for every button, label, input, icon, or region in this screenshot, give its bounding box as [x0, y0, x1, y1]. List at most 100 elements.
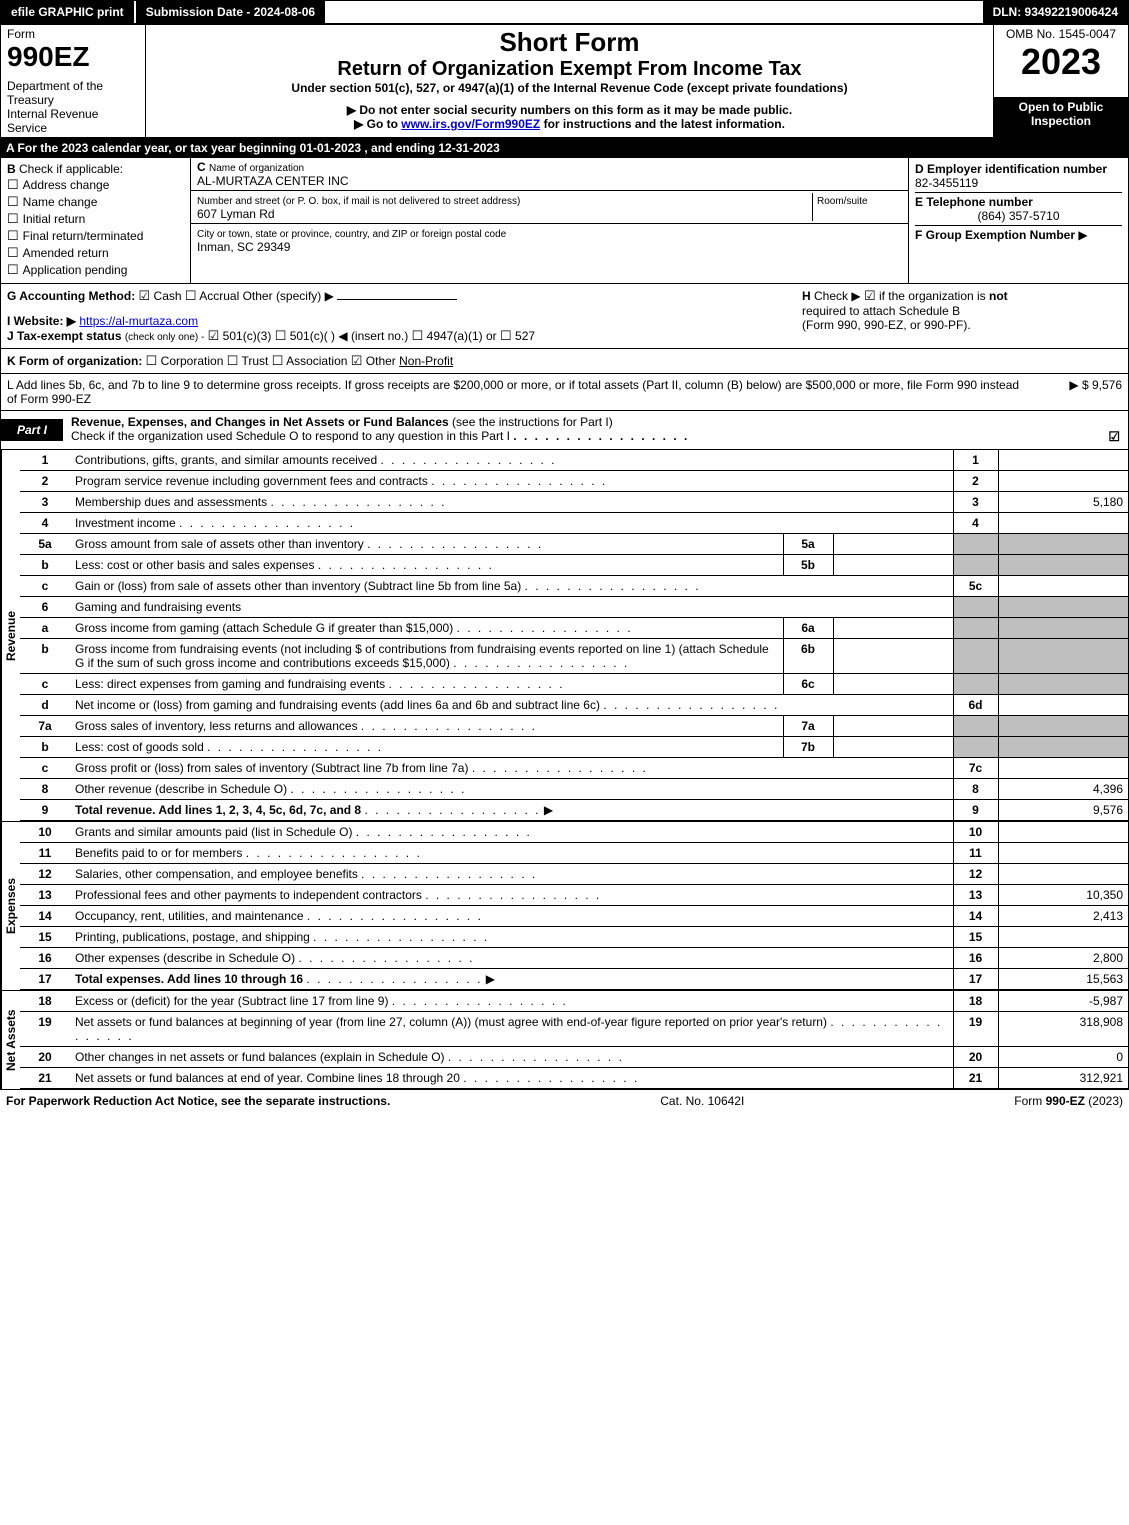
- row-val: [998, 513, 1128, 534]
- j-527: 527: [515, 329, 535, 343]
- table-row: 20Other changes in net assets or fund ba…: [20, 1047, 1128, 1068]
- opt-address[interactable]: Address change: [7, 177, 184, 193]
- sub2: ▶ Do not enter social security numbers o…: [152, 103, 987, 117]
- row-desc: Net assets or fund balances at end of ye…: [70, 1068, 953, 1089]
- table-row: cGross profit or (loss) from sales of in…: [20, 758, 1128, 779]
- open-inspection: Open to Public Inspection: [994, 97, 1129, 137]
- row-val: 312,921: [998, 1068, 1128, 1089]
- footer-right-bold: 990-EZ: [1046, 1094, 1085, 1108]
- opt-label: Final return/terminated: [23, 229, 144, 243]
- expenses-table: 10Grants and similar amounts paid (list …: [20, 822, 1128, 990]
- row-num: b: [20, 639, 70, 674]
- opt-initial[interactable]: Initial return: [7, 211, 184, 227]
- row-num: a: [20, 618, 70, 639]
- row-linenum-shade: [953, 639, 998, 674]
- part1-title: Revenue, Expenses, and Changes in Net As…: [63, 411, 1128, 449]
- netassets-label: Net Assets: [1, 991, 20, 1089]
- row-desc: Salaries, other compensation, and employ…: [70, 864, 953, 885]
- j-4947-check-icon[interactable]: [412, 329, 424, 343]
- row-val-shade: [998, 618, 1128, 639]
- dept2: Internal Revenue Service: [7, 107, 139, 135]
- row-val-shade: [998, 716, 1128, 737]
- dln: DLN: 93492219006424: [983, 1, 1128, 23]
- revenue-label: Revenue: [1, 450, 20, 821]
- row-num: 11: [20, 843, 70, 864]
- row-linenum: 15: [953, 927, 998, 948]
- table-row: dNet income or (loss) from gaming and fu…: [20, 695, 1128, 716]
- row-linenum: 7c: [953, 758, 998, 779]
- phone: (864) 357-5710: [915, 209, 1122, 223]
- row-val: [998, 576, 1128, 597]
- part1-header: Part I Revenue, Expenses, and Changes in…: [0, 411, 1129, 450]
- table-row: bLess: cost of goods sold 7b: [20, 737, 1128, 758]
- row-val: 0: [998, 1047, 1128, 1068]
- line-a: A For the 2023 calendar year, or tax yea…: [0, 138, 1129, 158]
- k-corp-icon[interactable]: [146, 354, 158, 368]
- k-label: K Form of organization:: [7, 354, 142, 368]
- row-num: 16: [20, 948, 70, 969]
- row-linenum: 18: [953, 991, 998, 1012]
- row-subnum: 6c: [783, 674, 833, 695]
- row-num: c: [20, 576, 70, 597]
- row-num: 8: [20, 779, 70, 800]
- table-row: 16Other expenses (describe in Schedule O…: [20, 948, 1128, 969]
- opt-label: Initial return: [23, 212, 86, 226]
- row-desc: Gross sales of inventory, less returns a…: [70, 716, 783, 737]
- table-row: 14Occupancy, rent, utilities, and mainte…: [20, 906, 1128, 927]
- row-val: 4,396: [998, 779, 1128, 800]
- line-l: L Add lines 5b, 6c, and 7b to line 9 to …: [0, 374, 1129, 411]
- row-linenum: 10: [953, 822, 998, 843]
- row-desc: Gross profit or (loss) from sales of inv…: [70, 758, 953, 779]
- opt-amended[interactable]: Amended return: [7, 245, 184, 261]
- k-trust-icon[interactable]: [227, 354, 239, 368]
- opt-pending[interactable]: Application pending: [7, 262, 184, 278]
- website-link[interactable]: https://al-murtaza.com: [79, 314, 198, 328]
- row-val-shade: [998, 674, 1128, 695]
- header-table: Form 990EZ Department of the Treasury In…: [0, 24, 1129, 138]
- section-b: B Check if applicable: Address change Na…: [0, 158, 1129, 284]
- row-subval: [833, 555, 953, 576]
- j-501c-check-icon[interactable]: [275, 329, 287, 343]
- omb-cell: OMB No. 1545-0047 2023: [994, 25, 1129, 98]
- section-g: G Accounting Method: Cash Accrual Other …: [0, 284, 1129, 349]
- table-row: 12Salaries, other compensation, and empl…: [20, 864, 1128, 885]
- row-val: [998, 927, 1128, 948]
- part1-checkline: Check if the organization used Schedule …: [71, 429, 510, 443]
- opt-final[interactable]: Final return/terminated: [7, 228, 184, 244]
- table-row: 10Grants and similar amounts paid (list …: [20, 822, 1128, 843]
- h-box: H Check ▶ if the organization is not req…: [792, 288, 1122, 344]
- row-val: 318,908: [998, 1012, 1128, 1047]
- topbar: efile GRAPHIC print Submission Date - 20…: [0, 0, 1129, 24]
- j-527-check-icon[interactable]: [500, 329, 512, 343]
- row-linenum: 6d: [953, 695, 998, 716]
- name-label: Name of organization: [209, 163, 304, 174]
- row-desc: Grants and similar amounts paid (list in…: [70, 822, 953, 843]
- k-assoc-icon[interactable]: [272, 354, 284, 368]
- row-desc: Contributions, gifts, grants, and simila…: [70, 450, 953, 471]
- row-desc: Other changes in net assets or fund bala…: [70, 1047, 953, 1068]
- g-accrual: Accrual: [199, 289, 239, 303]
- row-subnum: 7b: [783, 737, 833, 758]
- row-num: 19: [20, 1012, 70, 1047]
- j-501c: 501(c)( ) ◀ (insert no.): [290, 329, 409, 343]
- row-desc: Investment income: [70, 513, 953, 534]
- row-val: 15,563: [998, 969, 1128, 990]
- row-val: [998, 450, 1128, 471]
- efile-label[interactable]: efile GRAPHIC print: [1, 1, 134, 23]
- row-subval: [833, 716, 953, 737]
- irs-link[interactable]: www.irs.gov/Form990EZ: [401, 117, 540, 131]
- row-val: 10,350: [998, 885, 1128, 906]
- row-desc: Less: cost or other basis and sales expe…: [70, 555, 783, 576]
- row-val: -5,987: [998, 991, 1128, 1012]
- row-desc: Less: direct expenses from gaming and fu…: [70, 674, 783, 695]
- row-subval: [833, 534, 953, 555]
- table-row: 18Excess or (deficit) for the year (Subt…: [20, 991, 1128, 1012]
- j-row: J Tax-exempt status (check only one) - 5…: [7, 328, 792, 344]
- row-val: 2,800: [998, 948, 1128, 969]
- form-number: 990EZ: [7, 41, 139, 73]
- revenue-outer: Revenue 1Contributions, gifts, grants, a…: [0, 450, 1129, 822]
- accrual-check-icon[interactable]: [185, 289, 197, 303]
- org-name: AL-MURTAZA CENTER INC: [197, 174, 349, 188]
- opt-name[interactable]: Name change: [7, 194, 184, 210]
- row-linenum: 4: [953, 513, 998, 534]
